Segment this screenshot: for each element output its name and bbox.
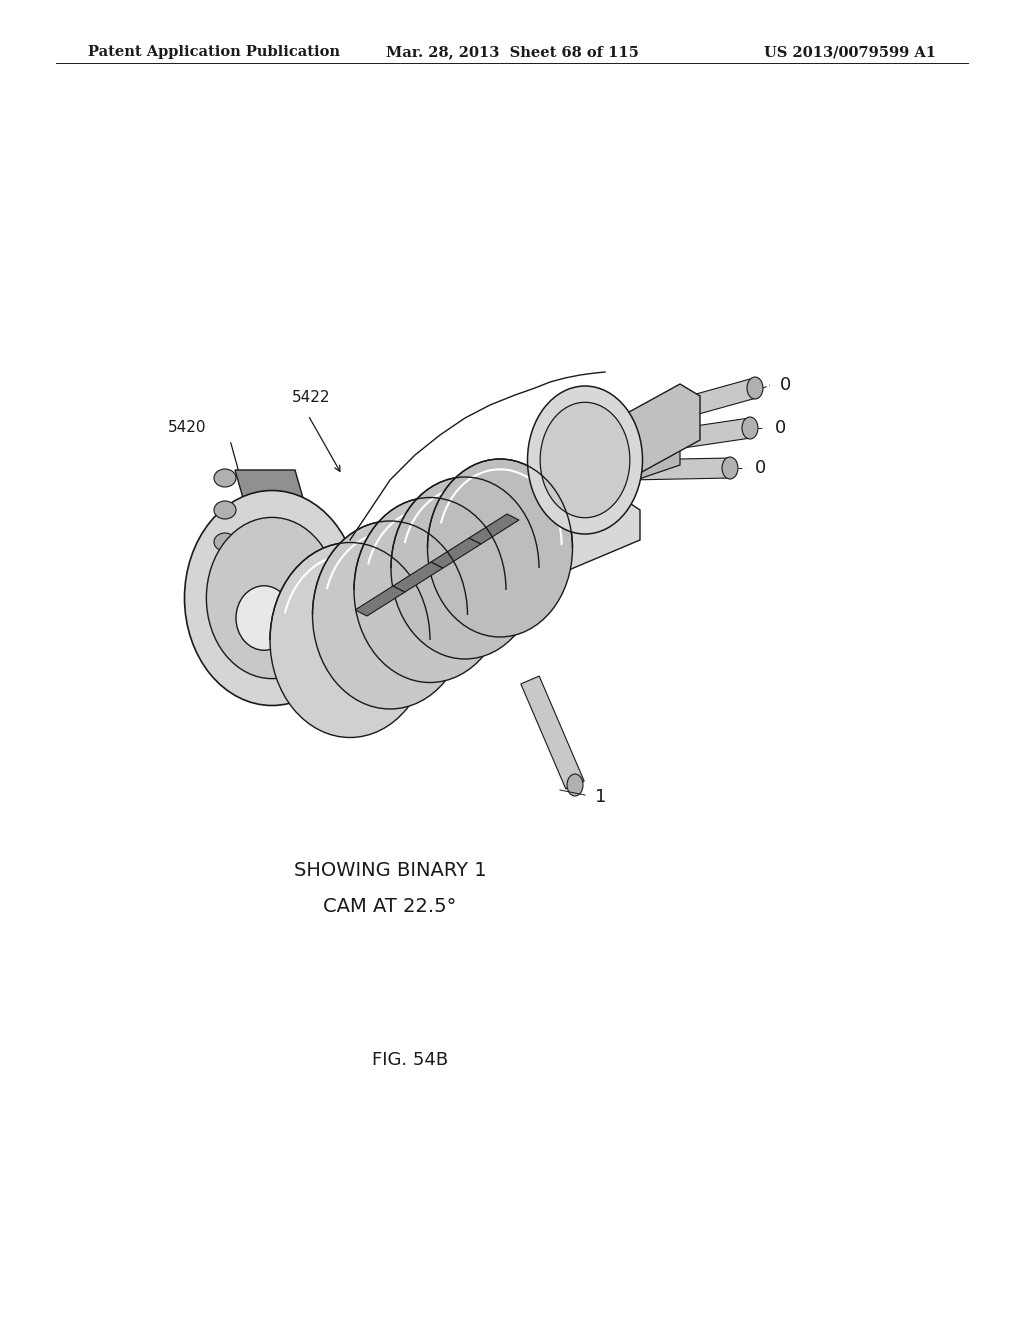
Polygon shape	[600, 428, 620, 484]
Text: FIG. 54B: FIG. 54B	[372, 1051, 449, 1069]
Text: 0: 0	[780, 376, 792, 393]
Text: SHOWING BINARY 1: SHOWING BINARY 1	[294, 861, 486, 879]
Ellipse shape	[742, 417, 758, 440]
Polygon shape	[234, 470, 305, 506]
Ellipse shape	[207, 517, 338, 678]
Ellipse shape	[184, 491, 359, 705]
Ellipse shape	[214, 469, 236, 487]
Ellipse shape	[427, 459, 572, 638]
Ellipse shape	[722, 457, 738, 479]
Text: Patent Application Publication: Patent Application Publication	[88, 45, 340, 59]
Polygon shape	[230, 490, 640, 700]
Ellipse shape	[354, 498, 506, 682]
Polygon shape	[393, 562, 443, 591]
Ellipse shape	[391, 477, 539, 659]
Polygon shape	[600, 384, 700, 484]
Polygon shape	[240, 450, 680, 615]
Ellipse shape	[312, 521, 468, 709]
Ellipse shape	[567, 774, 583, 796]
Ellipse shape	[540, 403, 630, 517]
Polygon shape	[230, 649, 260, 700]
Text: 5422: 5422	[292, 391, 331, 405]
Ellipse shape	[270, 543, 430, 738]
Polygon shape	[431, 539, 481, 568]
Ellipse shape	[746, 378, 763, 399]
Polygon shape	[634, 418, 752, 455]
Polygon shape	[637, 379, 758, 429]
Polygon shape	[628, 458, 730, 480]
Text: 1: 1	[595, 788, 606, 807]
Text: 0: 0	[775, 418, 786, 437]
Ellipse shape	[236, 586, 292, 651]
Text: 5420: 5420	[168, 421, 207, 436]
Polygon shape	[240, 506, 300, 540]
Ellipse shape	[214, 533, 236, 550]
Text: CAM AT 22.5°: CAM AT 22.5°	[324, 898, 457, 916]
Ellipse shape	[527, 385, 642, 535]
Text: US 2013/0079599 A1: US 2013/0079599 A1	[764, 45, 936, 59]
Polygon shape	[521, 676, 584, 789]
Polygon shape	[469, 513, 519, 544]
Polygon shape	[355, 586, 406, 616]
Ellipse shape	[214, 502, 236, 519]
Text: 0: 0	[755, 459, 766, 477]
Text: Mar. 28, 2013  Sheet 68 of 115: Mar. 28, 2013 Sheet 68 of 115	[386, 45, 638, 59]
